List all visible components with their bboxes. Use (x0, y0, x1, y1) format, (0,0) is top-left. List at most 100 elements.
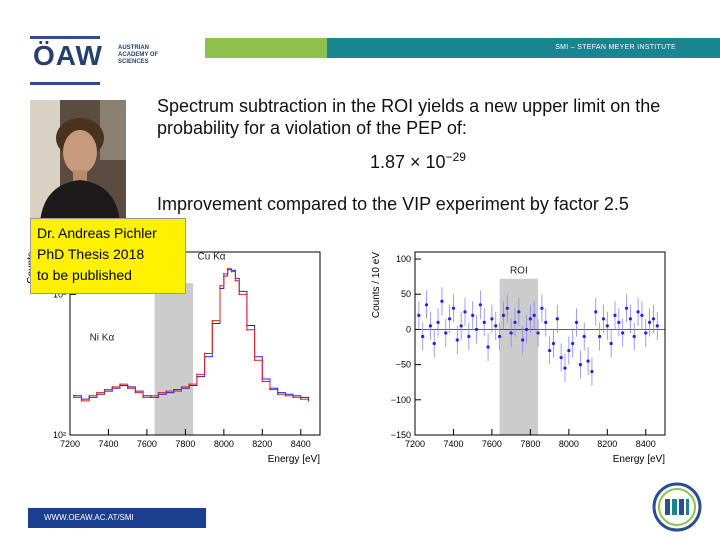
footer-url[interactable]: WWW.OEAW.AC.AT/SMI (44, 513, 134, 522)
data-point (644, 331, 648, 335)
data-point-red (246, 328, 248, 331)
data-point (636, 310, 640, 314)
x-tick-label: 8200 (597, 439, 617, 449)
x-tick-label: 7600 (137, 439, 157, 449)
plot-frame (414, 251, 666, 436)
data-point-red (307, 400, 310, 402)
data-point (524, 327, 529, 332)
academy-line: ACADEMY OF (118, 52, 159, 58)
y-tick-label: 10³ (53, 289, 66, 299)
data-point-red (219, 285, 221, 287)
academy-line: SCIENCES (118, 59, 149, 65)
data-point (428, 324, 432, 328)
data-point-red (73, 396, 75, 399)
data-point-red (230, 270, 233, 273)
subtracted-spectrum-chart: ROI 7200 7400 7600 7800 8000 8200 8400 Energy [e… (371, 251, 666, 465)
data-point (455, 338, 459, 342)
data-point (513, 320, 517, 324)
x-tick-label: 7800 (175, 439, 195, 449)
x-tick-label: 7600 (482, 439, 502, 449)
data-point-red (111, 386, 114, 388)
data-point (590, 370, 594, 374)
data-point (440, 299, 444, 303)
data-point (421, 334, 425, 339)
note-line: to be published (37, 267, 132, 283)
y-tick-label: 0 (406, 324, 411, 334)
data-point (628, 317, 632, 321)
data-point-red (80, 400, 83, 402)
annotation: Cu Kα (198, 252, 226, 263)
data-point-red (226, 267, 229, 270)
annotation: Ni Kα (90, 332, 115, 343)
data-point (528, 317, 532, 321)
data-point (424, 303, 429, 307)
data-point-red (238, 293, 241, 296)
y-tick-label: −50 (396, 360, 411, 370)
data-point (563, 366, 567, 370)
data-point (501, 313, 506, 317)
data-point (451, 306, 456, 310)
data-point (567, 348, 571, 353)
data-point (578, 363, 582, 367)
data-point (540, 306, 544, 310)
x-tick-label: 8400 (291, 439, 311, 449)
smi-logo-icon (652, 482, 702, 532)
data-point (448, 317, 452, 321)
x-tick-label: 7200 (405, 439, 425, 449)
y-tick-label: 10² (53, 430, 66, 440)
note-line: PhD Thesis 2018 (37, 246, 145, 262)
data-point-red (126, 387, 129, 390)
data-point (532, 313, 536, 317)
x-axis-label: Energy [eV] (268, 454, 320, 465)
footer-bar (28, 508, 206, 528)
data-point (432, 341, 436, 346)
data-point-red (292, 396, 294, 399)
data-point-red (134, 391, 137, 394)
data-point (571, 341, 575, 346)
x-tick-label: 8000 (214, 439, 234, 449)
data-point (613, 313, 617, 317)
limit-formula: 1.87 × 10−29 (370, 150, 466, 173)
data-point-red (261, 380, 264, 383)
data-point (467, 334, 471, 339)
x-axis-label: Energy [eV] (613, 454, 665, 465)
data-point (486, 345, 490, 349)
academy-name: AUSTRIAN ACADEMY OF SCIENCES (118, 45, 168, 66)
data-point-red (211, 319, 214, 322)
data-point-red (149, 394, 152, 397)
data-point (640, 313, 644, 317)
data-point-red (223, 272, 225, 275)
formula-exponent: −29 (445, 150, 466, 164)
data-point (474, 327, 479, 332)
header-accent-green (205, 38, 327, 58)
y-tick-label: −150 (391, 430, 411, 440)
x-tick-label: 7400 (98, 439, 118, 449)
data-point-red (203, 352, 206, 355)
y-tick-label: −100 (391, 395, 411, 405)
roi-label: ROI (510, 266, 528, 277)
data-point (617, 320, 621, 324)
logo-rule-bottom (30, 82, 100, 85)
data-point (548, 348, 552, 353)
data-point-red (234, 279, 237, 282)
data-point-red (188, 383, 191, 385)
roi-band (154, 283, 194, 435)
oaw-logo: ÖAW (33, 40, 103, 71)
data-point-red (196, 373, 198, 376)
data-point-red (96, 391, 98, 394)
data-point (478, 303, 482, 307)
y-axis-label: Counts / 10 eV (371, 252, 382, 318)
data-point-red (142, 396, 144, 399)
x-tick-label: 7800 (520, 439, 540, 449)
x-tick-label: 8000 (559, 439, 579, 449)
data-point (463, 310, 467, 314)
data-point (505, 306, 509, 310)
series-line-red (73, 268, 309, 402)
logo-rule-top (30, 36, 100, 39)
data-point (509, 331, 513, 335)
data-point (598, 334, 602, 339)
data-point (624, 306, 629, 310)
x-tick-label: 8400 (636, 439, 656, 449)
data-point (536, 331, 540, 335)
